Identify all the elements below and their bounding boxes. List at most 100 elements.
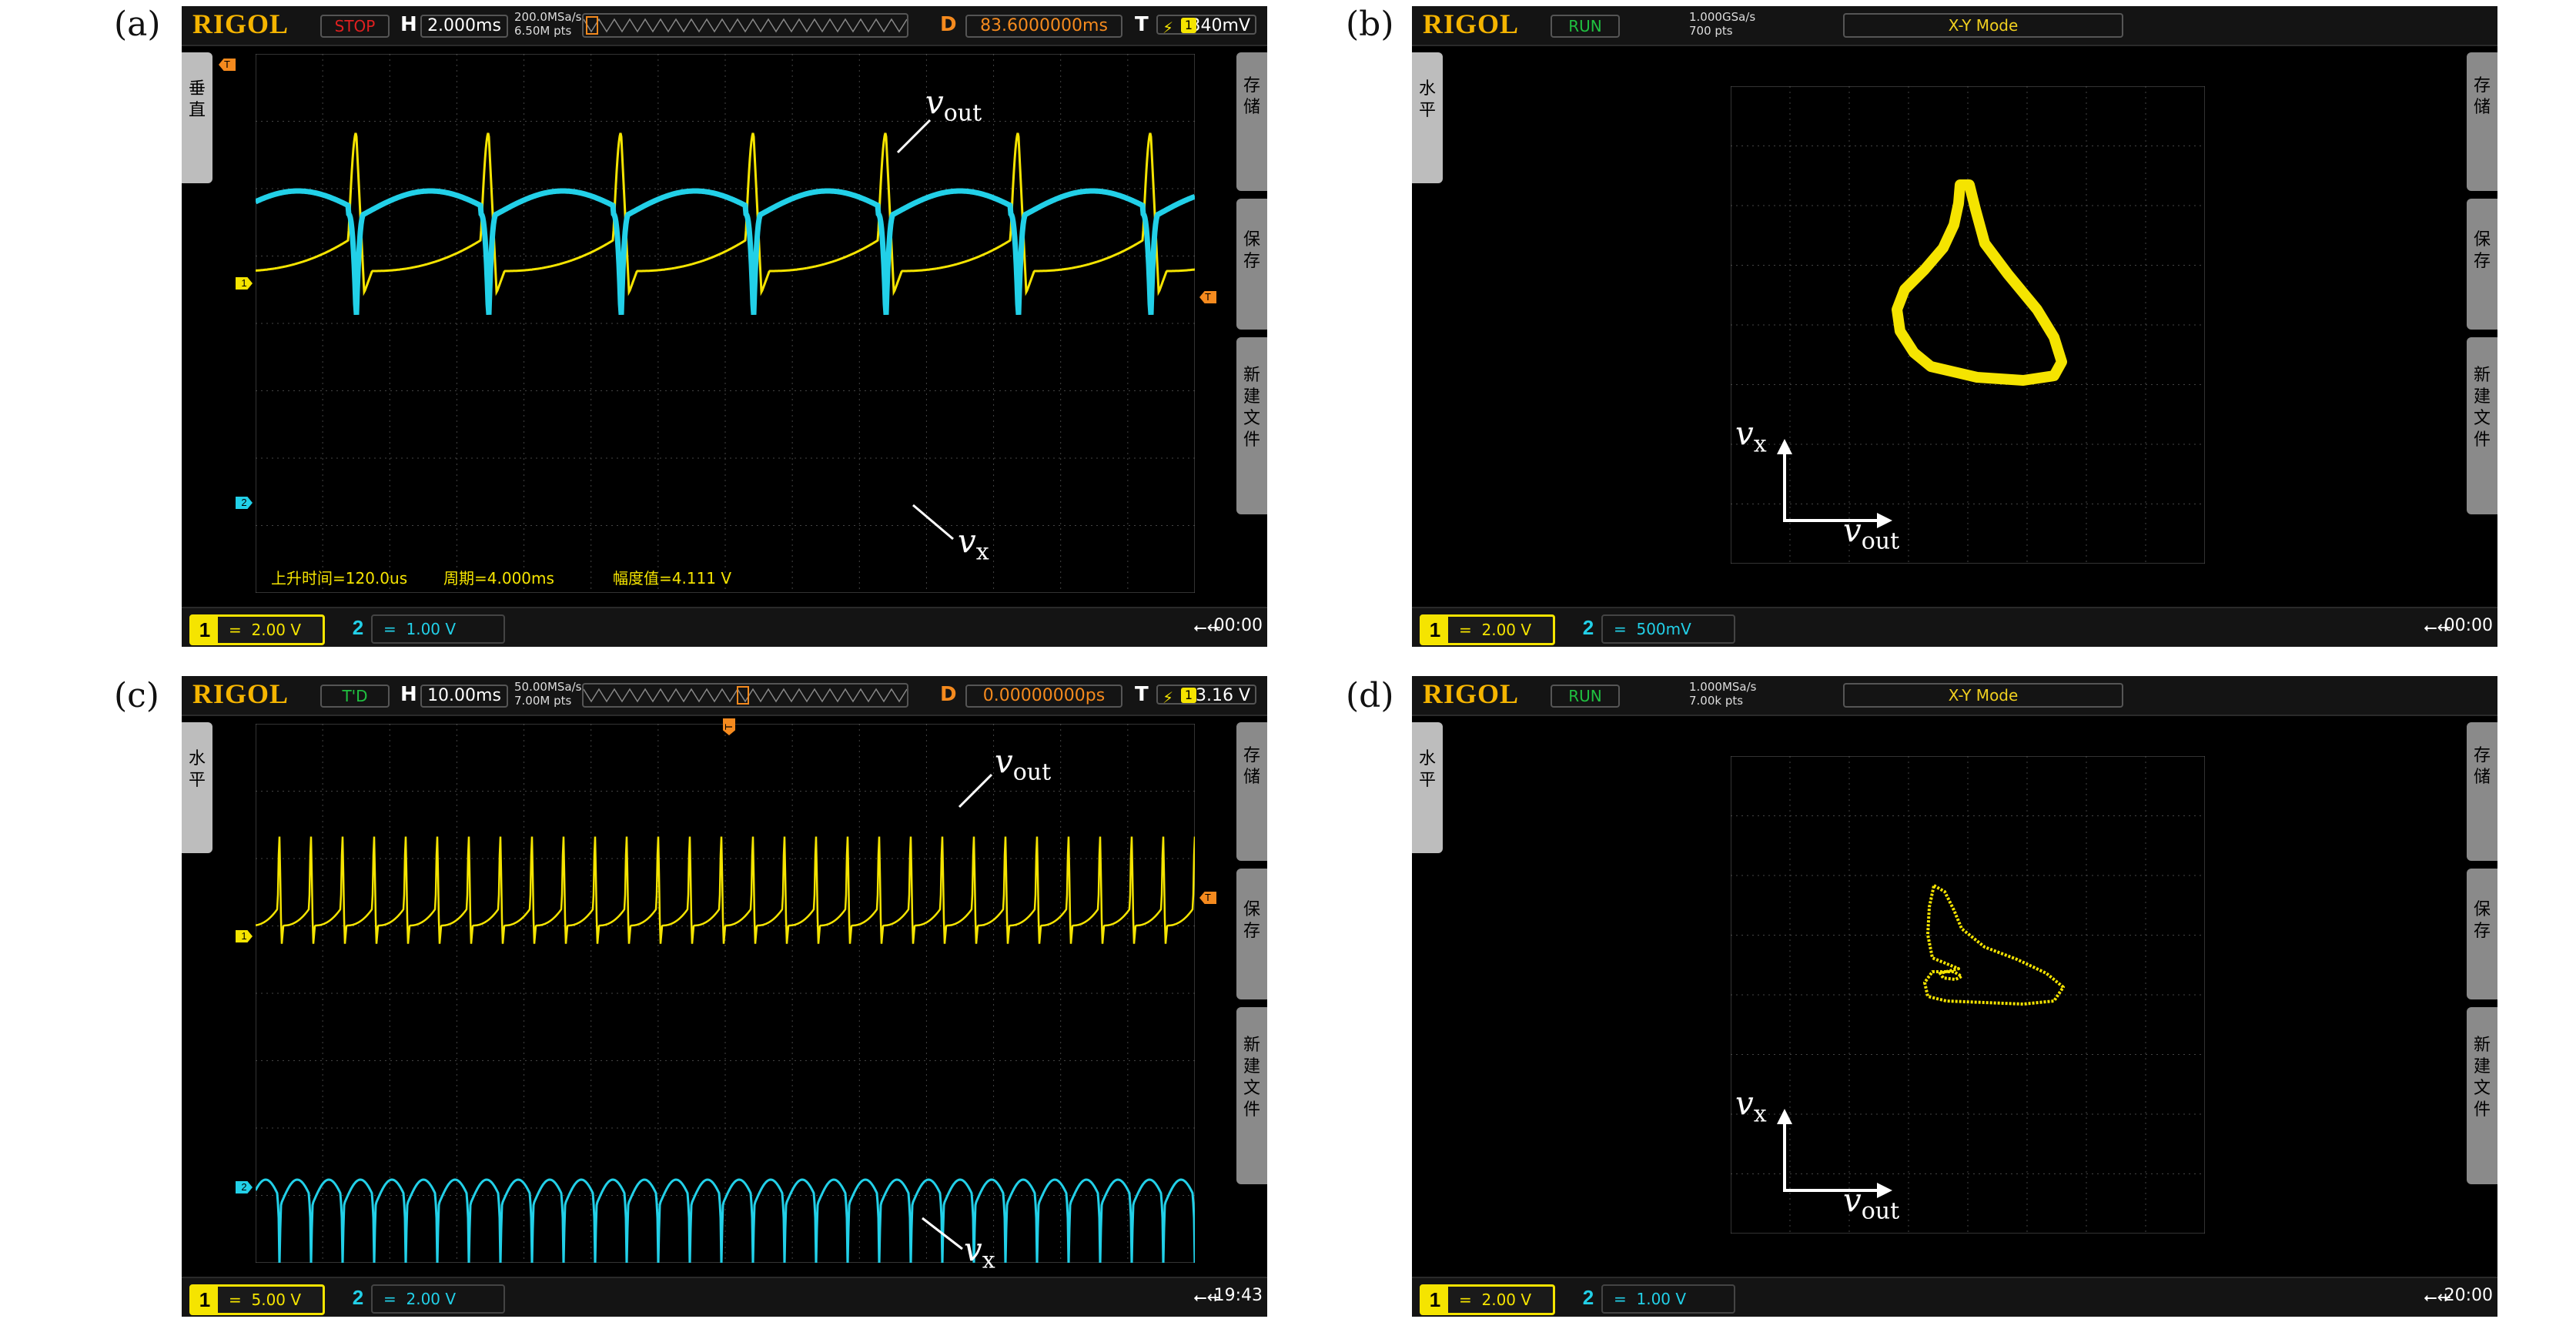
trigger-level-marker[interactable]: T — [1199, 892, 1216, 904]
ch2-waveform — [256, 188, 1195, 315]
usb-icon: ⭠⇷ — [2423, 618, 2451, 637]
ch1-offset-marker[interactable]: 1 — [236, 930, 253, 942]
ch1-scale-box[interactable]: 1 = 5.00 V — [189, 1284, 325, 1315]
ch1-offset-marker[interactable]: 1 — [236, 277, 253, 290]
axis-label-vout: vout — [1843, 1181, 1900, 1225]
ch2-scale-box[interactable]: = 1.00 V — [1601, 1284, 1735, 1314]
softkey-new-file[interactable]: 新建文件 — [2467, 337, 2497, 514]
oscilloscope-panel-c: RIGOL T'D H 10.00ms 50.00MSa/s 7.00M pts … — [182, 676, 1267, 1317]
ch2-scale-box[interactable]: = 1.00 V — [371, 614, 505, 644]
annotation-vx: vx — [958, 522, 989, 566]
softkey-save[interactable]: 保存 — [1236, 869, 1267, 999]
horizontal-scale[interactable]: 10.00ms — [420, 685, 508, 708]
bottom-channel-bar: 1 = 2.00 V 2 = 1.00 V ⭠⇷ 00:00 — [182, 607, 1267, 647]
usb-icon: ⭠⇷ — [2423, 1287, 2451, 1307]
horizontal-tab[interactable]: 水平 — [182, 722, 212, 853]
top-status-bar: RIGOL T'D H 10.00ms 50.00MSa/s 7.00M pts … — [182, 676, 1267, 716]
xy-axis-arrows — [1777, 1109, 1892, 1198]
trigger-label: T — [1135, 13, 1149, 36]
annotation-vx: vx — [964, 1230, 995, 1274]
ch2-scale-box[interactable]: = 500mV — [1601, 614, 1735, 644]
softkey-menu: 存储 保存 新建文件 — [1236, 722, 1267, 1254]
run-status-badge[interactable]: RUN — [1551, 685, 1620, 708]
trigger-position-marker[interactable]: T — [219, 59, 236, 71]
ch2-label[interactable]: 2 — [352, 1286, 364, 1309]
vertical-tab[interactable]: 垂直 — [182, 52, 212, 183]
brand-logo: RIGOL — [192, 8, 289, 39]
top-status-bar: RIGOL RUN 1.000MSa/s 7.00k pts X-Y Mode — [1412, 676, 2497, 716]
run-status-badge[interactable]: STOP — [320, 15, 390, 38]
measurement-amplitude: 幅度值=4.111 V — [613, 569, 732, 588]
softkey-menu: 存储 保存 新建文件 — [2467, 722, 2497, 1254]
xy-trace — [1923, 884, 2065, 1006]
bottom-channel-bar: 1 = 2.00 V 2 = 1.00 V ⭠⇷ 20:00 — [1412, 1277, 2497, 1317]
brand-logo: RIGOL — [192, 678, 289, 709]
xy-mode-title: X-Y Mode — [1843, 683, 2123, 708]
softkey-save[interactable]: 保存 — [2467, 199, 2497, 330]
softkey-save[interactable]: 保存 — [2467, 869, 2497, 999]
memory-depth-strip — [582, 683, 908, 708]
brand-logo: RIGOL — [1423, 678, 1520, 709]
axis-label-vout: vout — [1843, 511, 1900, 555]
softkey-store[interactable]: 存储 — [1236, 52, 1267, 191]
softkey-new-file[interactable]: 新建文件 — [2467, 1007, 2497, 1184]
oscilloscope-panel-b: RIGOL RUN 1.000GSa/s 700 pts X-Y Mode 水平 … — [1412, 6, 2497, 647]
ch1-source-icon: 1 — [1181, 688, 1196, 703]
horizontal-tab[interactable]: 水平 — [1412, 722, 1443, 853]
clock-time: 00:00 — [1213, 616, 1263, 635]
panel-label-c: (c) — [114, 676, 159, 715]
graticule — [1731, 86, 2205, 564]
clock-time: 20:00 — [2444, 1286, 2493, 1305]
softkey-store[interactable]: 存储 — [2467, 52, 2497, 191]
trigger-edge-icon: ⚡ — [1163, 18, 1174, 37]
trigger-level[interactable]: ⚡ 1 3.16 V — [1156, 685, 1256, 707]
axis-label-vx: vx — [1735, 414, 1767, 458]
annotation-leader-vout — [958, 773, 993, 808]
softkey-new-file[interactable]: 新建文件 — [1236, 1007, 1267, 1184]
graticule — [256, 724, 1195, 1263]
ch2-label[interactable]: 2 — [1582, 1286, 1594, 1309]
run-status-badge[interactable]: T'D — [320, 685, 390, 708]
trigger-level-marker[interactable]: T — [1199, 291, 1216, 303]
ch1-scale-box[interactable]: 1 = 2.00 V — [1420, 1284, 1555, 1315]
annotation-leader-vx — [912, 504, 954, 541]
ch2-scale-box[interactable]: = 2.00 V — [371, 1284, 505, 1314]
delay-label: D — [940, 13, 957, 36]
ch2-label[interactable]: 2 — [1582, 616, 1594, 639]
trigger-label: T — [1135, 683, 1149, 706]
ch2-offset-marker[interactable]: 2 — [236, 497, 253, 509]
softkey-new-file[interactable]: 新建文件 — [1236, 337, 1267, 514]
horizontal-scale[interactable]: 2.000ms — [420, 15, 508, 38]
clock-time: 19:43 — [1213, 1286, 1263, 1305]
softkey-menu: 存储 保存 新建文件 — [2467, 52, 2497, 584]
measurement-rise-time: 上升时间=120.0us — [271, 569, 408, 588]
delay-value[interactable]: 83.6000000ms — [965, 15, 1122, 38]
softkey-store[interactable]: 存储 — [1236, 722, 1267, 861]
xy-screen — [1731, 86, 2205, 564]
bottom-channel-bar: 1 = 2.00 V 2 = 500mV ⭠⇷ 00:00 — [1412, 607, 2497, 647]
trigger-level[interactable]: ⚡ 1 -340mV — [1156, 15, 1256, 37]
delay-value[interactable]: 0.00000000ps — [965, 685, 1122, 708]
horizontal-label: H — [400, 13, 417, 36]
ch1-scale-box[interactable]: 1 = 2.00 V — [1420, 614, 1555, 645]
sample-rate-readout: 200.0MSa/s 6.50M pts — [514, 10, 582, 38]
bottom-channel-bar: 1 = 5.00 V 2 = 2.00 V ⭠⇷ 19:43 — [182, 1277, 1267, 1317]
oscilloscope-panel-d: RIGOL RUN 1.000MSa/s 7.00k pts X-Y Mode 水… — [1412, 676, 2497, 1317]
annotation-leader-vout — [896, 119, 932, 154]
ch2-offset-marker[interactable]: 2 — [236, 1181, 253, 1193]
ch2-waveform — [256, 1178, 1195, 1263]
horizontal-tab[interactable]: 水平 — [1412, 52, 1443, 183]
axis-label-vx: vx — [1735, 1084, 1767, 1128]
annotation-vout: vout — [995, 742, 1052, 786]
ch2-label[interactable]: 2 — [352, 616, 364, 639]
softkey-save[interactable]: 保存 — [1236, 199, 1267, 330]
trigger-edge-icon: ⚡ — [1163, 688, 1174, 707]
clock-time: 00:00 — [2444, 616, 2493, 635]
run-status-badge[interactable]: RUN — [1551, 15, 1620, 38]
measurement-period: 周期=4.000ms — [443, 569, 554, 588]
ch1-scale-box[interactable]: 1 = 2.00 V — [189, 614, 325, 645]
softkey-menu: 存储 保存 新建文件 — [1236, 52, 1267, 584]
ch1-waveform — [256, 132, 1195, 296]
softkey-store[interactable]: 存储 — [2467, 722, 2497, 861]
usb-icon: ⭠⇷ — [1193, 1287, 1221, 1307]
